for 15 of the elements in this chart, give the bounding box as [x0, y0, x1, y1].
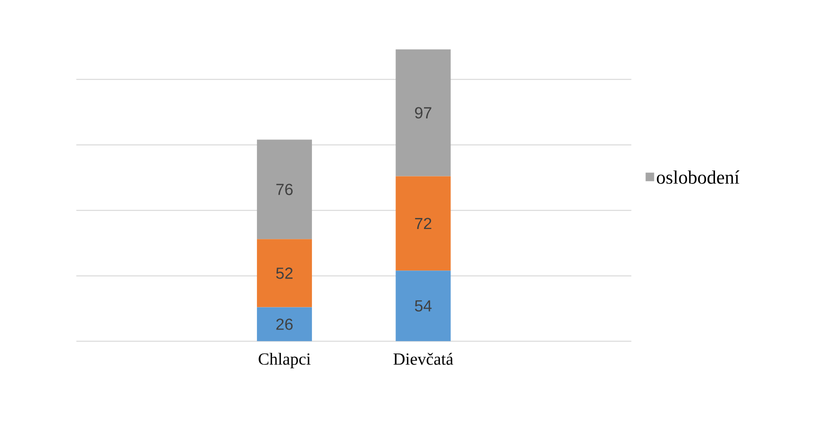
- data-label: 76: [276, 184, 293, 196]
- bar: [396, 49, 451, 176]
- data-label: 97: [415, 107, 432, 118]
- data-label: 26: [276, 318, 293, 330]
- bar: [396, 270, 451, 342]
- data-label: 72: [415, 218, 432, 230]
- data-label: 54: [414, 300, 432, 312]
- x-tick-label: Chlapci: [258, 352, 311, 368]
- legend-label: oslobodení: [656, 170, 740, 184]
- bar: [256, 140, 312, 240]
- bar: [256, 239, 312, 308]
- x-tick-label: Dievčatá: [393, 352, 454, 365]
- data-label: 52: [276, 268, 293, 279]
- bar: [256, 307, 312, 342]
- bar: [396, 176, 451, 271]
